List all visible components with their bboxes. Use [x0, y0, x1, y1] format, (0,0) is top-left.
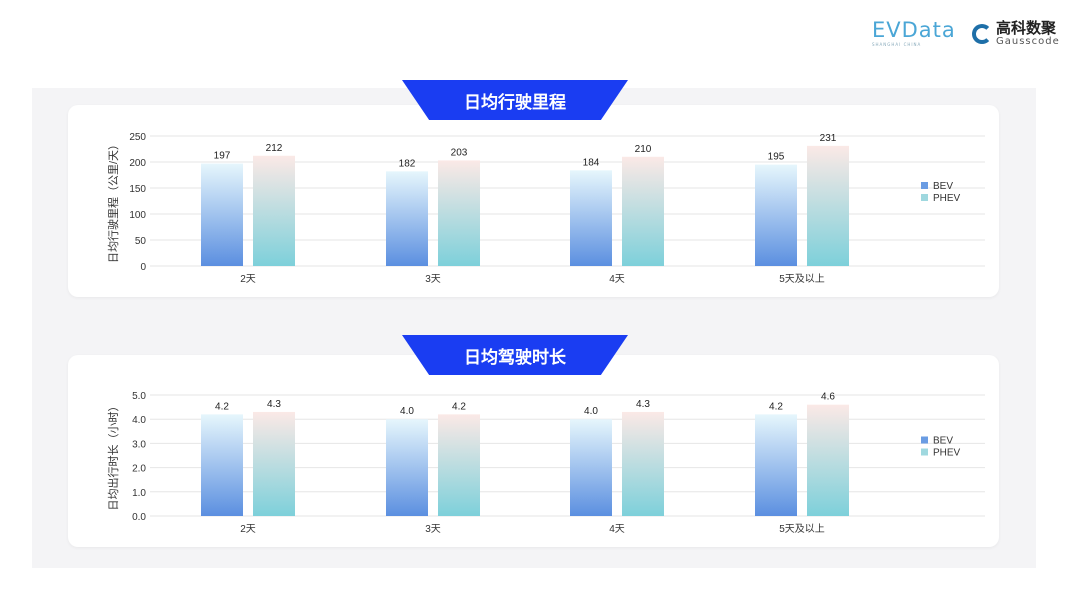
mileage-legend-label: PHEV: [933, 193, 961, 204]
duration-data-label: 4.3: [267, 399, 281, 410]
duration-title: 日均驾驶时长: [402, 335, 628, 375]
duration-bar-bev: [386, 419, 428, 516]
mileage-data-label: 231: [820, 133, 837, 144]
mileage-bar-bev: [570, 170, 612, 266]
mileage-data-label: 203: [451, 147, 468, 158]
gausscode-en: Gausscode: [996, 36, 1060, 47]
duration-y-tick: 1.0: [132, 488, 146, 499]
duration-data-label: 4.3: [636, 399, 650, 410]
mileage-bar-bev: [755, 164, 797, 266]
duration-legend-label: PHEV: [933, 448, 961, 459]
duration-bar-bev: [755, 414, 797, 516]
duration-bar-bev: [201, 414, 243, 516]
mileage-bar-phev: [807, 145, 849, 266]
duration-y-tick: 0.0: [132, 512, 146, 523]
mileage-data-label: 195: [768, 152, 785, 163]
gausscode-cn: 高科数聚: [996, 19, 1057, 37]
mileage-x-tick: 4天: [609, 274, 625, 285]
mileage-y-tick: 50: [135, 236, 147, 247]
duration-y-tick: 5.0: [132, 391, 146, 402]
duration-legend-label: BEV: [933, 436, 953, 447]
mileage-legend-label: BEV: [933, 181, 953, 192]
mileage-x-tick: 2天: [240, 274, 256, 285]
duration-y-tick: 2.0: [132, 464, 146, 475]
gausscode-logo: 高科数聚 Gausscode: [972, 20, 1060, 47]
mileage-data-label: 197: [214, 151, 231, 162]
duration-data-label: 4.0: [400, 406, 414, 417]
mileage-y-tick: 100: [129, 210, 146, 221]
duration-x-tick: 3天: [425, 524, 441, 535]
duration-y-axis-label: 日均出行时长（小时）: [106, 401, 120, 511]
mileage-bar-bev: [201, 163, 243, 266]
duration-x-tick: 5天及以上: [779, 523, 825, 535]
mileage-bar-bev: [386, 171, 428, 266]
duration-bar-bev: [570, 419, 612, 516]
duration-bar-phev: [622, 411, 664, 516]
mileage-y-tick: 250: [129, 132, 146, 143]
mileage-bar-phev: [622, 156, 664, 266]
duration-data-label: 4.2: [452, 401, 466, 412]
mileage-y-tick: 0: [140, 262, 146, 273]
mileage-legend-swatch-phev: [921, 194, 928, 201]
duration-legend-swatch-bev: [921, 436, 928, 444]
duration-legend-swatch-phev: [921, 448, 928, 456]
evdata-logo-sub: SHANGHAI CHINA: [872, 42, 922, 47]
mileage-y-tick: 200: [129, 158, 146, 169]
duration-data-label: 4.2: [769, 401, 783, 412]
evdata-logo: EVData SHANGHAI CHINA: [872, 18, 956, 47]
mileage-x-tick: 3天: [425, 274, 441, 285]
mileage-y-axis-label: 日均行驶里程（公里/天）: [106, 139, 120, 263]
gausscode-mark-icon: [972, 23, 992, 44]
mileage-data-label: 210: [635, 144, 652, 155]
mileage-x-tick: 5天及以上: [779, 273, 825, 285]
mileage-data-label: 212: [266, 143, 283, 154]
duration-bar-phev: [253, 411, 295, 516]
duration-x-tick: 4天: [609, 524, 625, 535]
duration-y-tick: 4.0: [132, 415, 146, 426]
duration-data-label: 4.0: [584, 406, 598, 417]
mileage-data-label: 184: [583, 157, 600, 168]
mileage-legend-swatch-bev: [921, 182, 928, 189]
mileage-bar-phev: [438, 160, 480, 266]
duration-x-tick: 2天: [240, 524, 256, 535]
duration-data-label: 4.2: [215, 401, 229, 412]
duration-bar-phev: [807, 404, 849, 516]
mileage-y-tick: 150: [129, 184, 146, 195]
mileage-title: 日均行驶里程: [402, 80, 628, 120]
duration-data-label: 4.6: [821, 392, 835, 403]
duration-y-tick: 3.0: [132, 439, 146, 450]
duration-bar-phev: [438, 414, 480, 516]
mileage-data-label: 182: [399, 158, 416, 169]
mileage-bar-phev: [253, 155, 295, 266]
evdata-logo-text: EVData: [872, 18, 956, 42]
